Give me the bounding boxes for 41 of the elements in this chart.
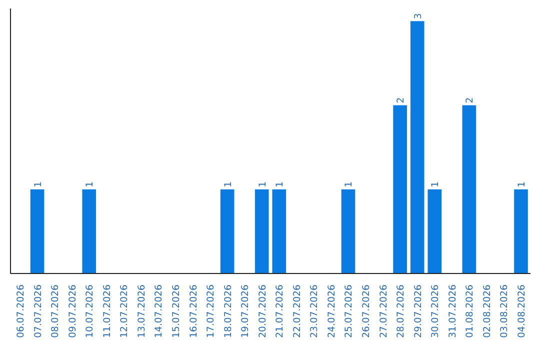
data-label: 1 <box>344 181 355 188</box>
x-tick-label: 27.07.2026 <box>378 284 390 338</box>
x-tick-label: 06.07.2026 <box>16 284 26 338</box>
x-tick-label: 15.07.2026 <box>170 284 182 338</box>
x-tick-label: 10.07.2026 <box>84 284 96 338</box>
x-tick-label: 18.07.2026 <box>222 284 234 338</box>
data-label: 1 <box>222 181 234 188</box>
x-tick-label: 09.07.2026 <box>67 284 78 338</box>
x-tick-label: 12.07.2026 <box>119 284 130 338</box>
data-label: 1 <box>430 181 442 188</box>
x-tick-label: 16.07.2026 <box>188 284 200 338</box>
x-tick-label: 11.07.2026 <box>102 284 113 338</box>
data-label: 2 <box>464 97 476 104</box>
x-tick-label: 20.07.2026 <box>257 284 268 338</box>
x-tick-label: 23.07.2026 <box>309 284 320 338</box>
x-tick-label: 24.07.2026 <box>326 284 338 338</box>
x-tick-label: 26.07.2026 <box>361 284 372 338</box>
x-tick-label: 02.08.2026 <box>482 284 493 338</box>
x-tick-label: 03.08.2026 <box>499 284 510 338</box>
data-label: 1 <box>274 181 286 188</box>
data-label: 1 <box>257 181 268 188</box>
x-tick-label: 01.08.2026 <box>464 284 476 338</box>
x-tick-label: 13.07.2026 <box>136 284 148 338</box>
x-tick-label: 07.07.2026 <box>32 284 44 338</box>
x-tick-label: 30.07.2026 <box>430 284 442 338</box>
data-label: 1 <box>32 181 44 188</box>
x-tick-label: 25.07.2026 <box>344 284 355 338</box>
x-tick-label: 08.07.2026 <box>50 284 62 338</box>
data-label: 1 <box>516 181 528 188</box>
x-tick-label: 14.07.2026 <box>154 284 165 338</box>
x-tick-label: 31.07.2026 <box>447 284 458 338</box>
x-tick-label: 19.07.2026 <box>240 284 252 338</box>
data-label: 3 <box>412 13 424 20</box>
x-tick-label: 29.07.2026 <box>412 284 424 338</box>
x-tick-label: 28.07.2026 <box>396 284 407 338</box>
x-tick-label: 21.07.2026 <box>274 284 286 338</box>
x-tick-label: 04.08.2026 <box>516 284 528 338</box>
x-tick-label: 17.07.2026 <box>206 284 217 338</box>
data-label: 1 <box>84 181 96 188</box>
x-tick-label: 22.07.2026 <box>292 284 303 338</box>
data-label: 2 <box>396 97 407 104</box>
